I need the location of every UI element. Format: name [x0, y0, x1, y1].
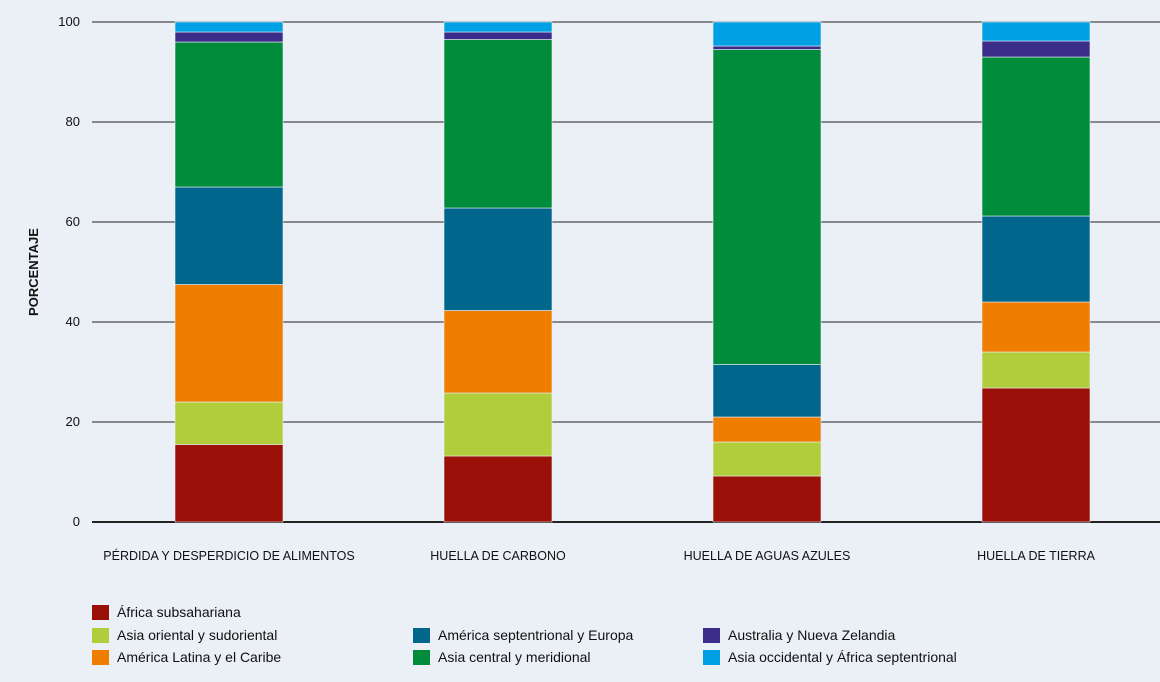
bar-segment	[981, 351, 1091, 389]
legend-label: Asia occidental y África septentrional	[728, 649, 957, 665]
bar-segment	[712, 45, 822, 50]
y-tick-label: 60	[66, 214, 80, 229]
legend-label: África subsahariana	[117, 604, 241, 620]
legend-label: Asia oriental y sudoriental	[117, 627, 278, 643]
legend-item: Asia oriental y sudoriental	[92, 625, 277, 645]
x-axis-labels: PÉRDIDA Y DESPERDICIO DE ALIMENTOS HUELLA…	[103, 548, 1095, 563]
bar-stack	[443, 21, 553, 523]
bar-segment	[443, 39, 553, 209]
legend-swatch	[92, 627, 109, 643]
x-tick-label: HUELLA DE AGUAS AZULES	[684, 549, 851, 563]
bar-segment	[443, 392, 553, 457]
bar-segment	[174, 284, 284, 403]
bar-segment	[174, 186, 284, 285]
legend-item: Asia occidental y África septentrional	[703, 647, 957, 667]
bar-segment	[981, 21, 1091, 42]
bar-segment	[981, 40, 1091, 58]
bar-segment	[443, 21, 553, 33]
y-axis-ticks: 0 20 40 60 80 100	[58, 14, 80, 529]
bar-segment	[443, 207, 553, 311]
legend-item: África subsahariana	[92, 602, 241, 622]
bar-segment	[174, 444, 284, 523]
bar-stack	[712, 21, 822, 523]
bar-segment	[981, 387, 1091, 523]
bar-segment	[174, 401, 284, 445]
y-tick-label: 40	[66, 314, 80, 329]
y-tick-label: 80	[66, 114, 80, 129]
bar-segment	[712, 364, 822, 418]
bars	[174, 21, 1091, 523]
legend-item: América Latina y el Caribe	[92, 647, 281, 667]
bar-segment	[712, 475, 822, 523]
bar-stack	[981, 21, 1091, 523]
x-tick-label: HUELLA DE TIERRA	[977, 549, 1096, 563]
legend-swatch	[92, 649, 109, 665]
legend-item: América septentrional y Europa	[413, 625, 633, 645]
legend-swatch	[703, 627, 720, 643]
legend-item: Australia y Nueva Zelandia	[703, 625, 895, 645]
bar-segment	[712, 21, 822, 47]
legend-label: América septentrional y Europa	[438, 627, 634, 643]
bar-segment	[981, 215, 1091, 303]
legend-item: Asia central y meridional	[413, 647, 591, 667]
legend: África subsahariana Asia oriental y sudor…	[92, 602, 1092, 682]
bar-segment	[174, 41, 284, 188]
y-tick-label: 100	[58, 14, 80, 29]
y-tick-label: 20	[66, 414, 80, 429]
bar-segment	[443, 310, 553, 394]
bar-segment	[443, 31, 553, 40]
legend-label: América Latina y el Caribe	[117, 649, 282, 665]
bar-segment	[981, 301, 1091, 353]
bar-stack	[174, 21, 284, 523]
x-tick-label: HUELLA DE CARBONO	[430, 549, 566, 563]
legend-swatch	[703, 649, 720, 665]
y-tick-label: 0	[73, 514, 80, 529]
bar-segment	[712, 416, 822, 443]
x-tick-label: PÉRDIDA Y DESPERDICIO DE ALIMENTOS	[103, 548, 354, 563]
legend-swatch	[413, 627, 430, 643]
legend-swatch	[92, 604, 109, 620]
legend-swatch	[413, 649, 430, 665]
legend-label: Australia y Nueva Zelandia	[728, 627, 896, 643]
bar-segment	[443, 455, 553, 523]
y-axis-label: PORCENTAJE	[26, 228, 41, 316]
stacked-bar-chart: 0 20 40 60 80 100 PÉRDIDA Y DESPERDICIO DE AL…	[26, 14, 1160, 563]
bar-segment	[174, 31, 284, 43]
bar-segment	[981, 56, 1091, 217]
bar-segment	[712, 441, 822, 477]
legend-label: Asia central y meridional	[438, 649, 591, 665]
bar-segment	[712, 49, 822, 365]
bar-segment	[174, 21, 284, 33]
